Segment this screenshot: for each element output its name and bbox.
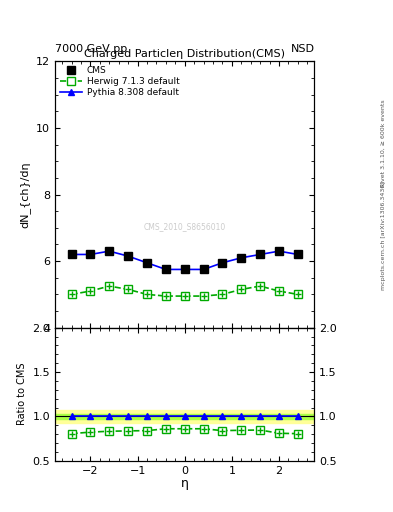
Title: Charged Particleη Distribution(CMS): Charged Particleη Distribution(CMS) xyxy=(84,49,285,59)
Text: Rivet 3.1.10, ≥ 600k events: Rivet 3.1.10, ≥ 600k events xyxy=(381,99,386,187)
Text: mcplots.cern.ch [arXiv:1306.3436]: mcplots.cern.ch [arXiv:1306.3436] xyxy=(381,181,386,290)
X-axis label: η: η xyxy=(181,477,189,490)
Text: NSD: NSD xyxy=(290,44,314,54)
Text: CMS_2010_S8656010: CMS_2010_S8656010 xyxy=(143,222,226,231)
Y-axis label: Ratio to CMS: Ratio to CMS xyxy=(17,363,27,425)
Text: 7000 GeV pp: 7000 GeV pp xyxy=(55,44,127,54)
Legend: CMS, Herwig 7.1.3 default, Pythia 8.308 default: CMS, Herwig 7.1.3 default, Pythia 8.308 … xyxy=(58,64,181,99)
Y-axis label: dN_{ch}/dη: dN_{ch}/dη xyxy=(20,161,31,228)
